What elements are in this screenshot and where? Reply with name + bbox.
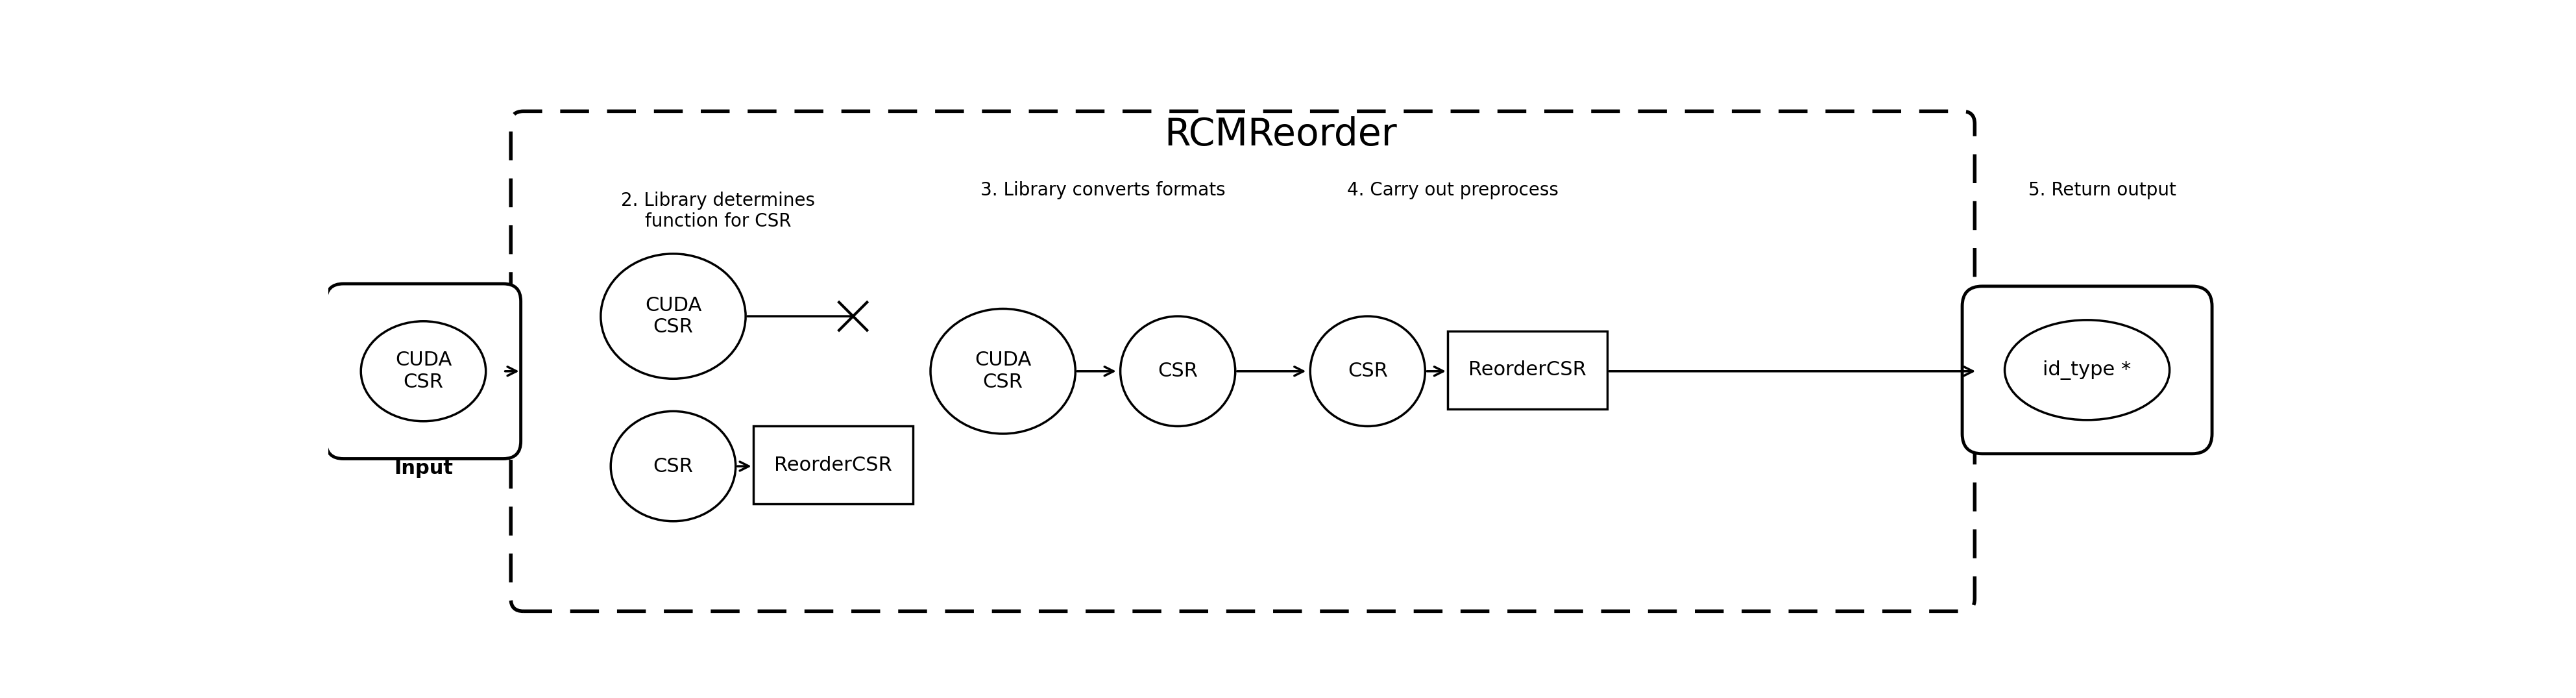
FancyBboxPatch shape	[327, 284, 520, 459]
Text: Input: Input	[394, 459, 453, 478]
Text: 2. Library determines
function for CSR: 2. Library determines function for CSR	[621, 191, 814, 230]
Ellipse shape	[930, 309, 1074, 433]
Ellipse shape	[1121, 316, 1236, 426]
FancyBboxPatch shape	[1448, 332, 1607, 409]
Ellipse shape	[611, 411, 737, 521]
Text: CSR: CSR	[1347, 362, 1388, 380]
Text: CUDA
CSR: CUDA CSR	[974, 351, 1030, 392]
Text: ReorderCSR: ReorderCSR	[773, 456, 891, 475]
Text: CSR: CSR	[1157, 362, 1198, 380]
Text: ReorderCSR: ReorderCSR	[1468, 361, 1587, 380]
Ellipse shape	[361, 321, 487, 421]
Ellipse shape	[600, 254, 744, 379]
FancyBboxPatch shape	[752, 426, 912, 504]
Text: CSR: CSR	[654, 456, 693, 475]
Text: 5. Return output: 5. Return output	[2027, 181, 2177, 200]
Text: CUDA
CSR: CUDA CSR	[394, 351, 451, 392]
Ellipse shape	[1311, 316, 1425, 426]
FancyBboxPatch shape	[1963, 286, 2213, 454]
Text: CUDA
CSR: CUDA CSR	[644, 296, 701, 336]
Text: RCMReorder: RCMReorder	[1164, 117, 1396, 154]
Text: id_type *: id_type *	[2043, 360, 2130, 380]
Text: 4. Carry out preprocess: 4. Carry out preprocess	[1347, 181, 1558, 200]
Text: 3. Library converts formats: 3. Library converts formats	[981, 181, 1226, 200]
Ellipse shape	[2004, 320, 2169, 420]
